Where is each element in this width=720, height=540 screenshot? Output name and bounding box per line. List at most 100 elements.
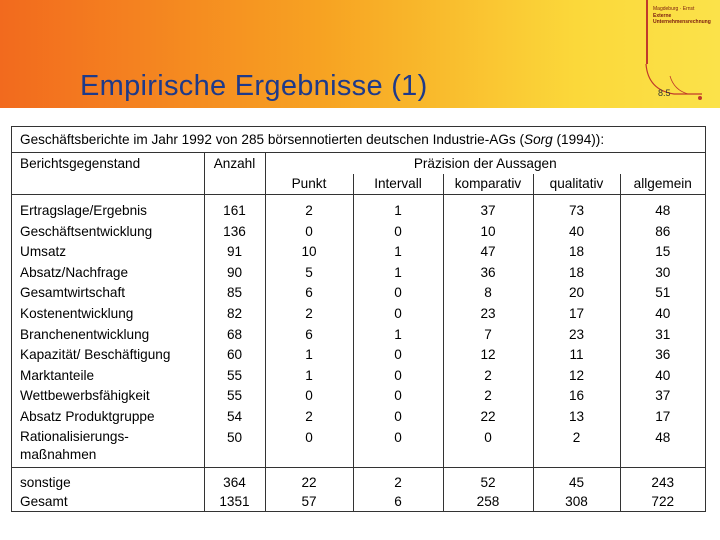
caption-author: Sorg	[524, 132, 553, 147]
header-row-1: Berichtsgegenstand Anzahl Präzision der …	[12, 152, 705, 195]
table-row: Rationalisierungs-maßnahmen 50 0 0 0 2 48	[12, 427, 705, 468]
cell-value: 20	[533, 283, 621, 304]
cell-value: 22	[443, 406, 534, 428]
cell-value: 17	[533, 303, 621, 325]
row-label: Gesamtwirtschaft	[12, 283, 205, 304]
col-header-komparativ: komparativ	[443, 174, 534, 195]
table-row: Ertragslage/Ergebnis 161 2 1 37 73 48	[12, 194, 705, 222]
cell-value: 85	[204, 283, 266, 304]
table-row: Marktanteile 55 1 0 2 12 40	[12, 365, 705, 387]
row-label: Wettbewerbsfähigkeit	[12, 386, 205, 407]
cell-value: 243	[620, 466, 705, 492]
cell-value: 136	[204, 221, 266, 243]
results-table: Geschäftsberichte im Jahr 1992 von 285 b…	[12, 127, 705, 511]
col-header-allgemein: allgemein	[620, 174, 705, 195]
cell-value: 2	[443, 386, 534, 407]
cell-value: 50	[204, 427, 266, 468]
row-label: Geschäftsentwicklung	[12, 221, 205, 243]
table-row: Wettbewerbsfähigkeit 55 0 0 2 16 37	[12, 386, 705, 407]
cell-value: 364	[204, 466, 266, 492]
cell-value: 40	[655, 367, 671, 383]
cell-value: 22	[265, 466, 354, 492]
cell-value: 722	[651, 493, 675, 509]
col-header-intervall: Intervall	[353, 174, 444, 195]
cell-value: 308	[533, 491, 621, 511]
cell-value: 51	[655, 285, 671, 301]
row-label: Marktanteile	[12, 365, 205, 387]
cell-value: 36	[443, 262, 534, 284]
cell-value: 7	[443, 324, 534, 346]
cell-value: 8	[443, 283, 534, 304]
row-label-line-1: Rationalisierungs-	[20, 428, 129, 444]
cell-value: 73	[533, 194, 621, 222]
cell-value: 5	[265, 262, 354, 284]
cell-value: 31	[655, 326, 671, 342]
cell-value: 2	[265, 406, 354, 428]
cell-value: 0	[353, 365, 444, 387]
row-label: Kapazität/ Beschäftigung	[12, 345, 205, 366]
row-label: Rationalisierungs-maßnahmen	[12, 427, 205, 468]
table-row: Absatz Produktgruppe 54 2 0 22 13 17	[12, 406, 705, 428]
cell-value: 68	[204, 324, 266, 346]
row-label-line-2: maßnahmen	[20, 446, 97, 462]
cell-value: 0	[443, 427, 534, 468]
logo-line-2: Externe	[653, 12, 672, 19]
cell-value: 40	[533, 221, 621, 243]
cell-value: 258	[443, 491, 534, 511]
table-row: Gesamtwirtschaft 85 6 0 8 20 51	[12, 283, 705, 304]
cell-value: 55	[204, 365, 266, 387]
cell-value: 0	[353, 406, 444, 428]
row-label: Absatz Produktgruppe	[12, 406, 205, 428]
cell-value: 90	[204, 262, 266, 284]
cell-value: 0	[353, 427, 444, 468]
cell-value: 48	[655, 429, 671, 445]
cell-value: 47	[443, 242, 534, 263]
results-table-box: Geschäftsberichte im Jahr 1992 von 285 b…	[11, 126, 706, 512]
cell-value: 55	[204, 386, 266, 407]
cell-value: 86	[655, 223, 671, 239]
cell-value: 18	[533, 262, 621, 284]
cell-value: 0	[265, 221, 354, 243]
cell-value: 0	[353, 221, 444, 243]
cell-value: 0	[353, 303, 444, 325]
cell-value: 2	[443, 365, 534, 387]
table-row: Gesamt 1351 57 6 258 308 722	[12, 491, 705, 511]
cell-value: 91	[204, 242, 266, 263]
cell-value: 0	[353, 386, 444, 407]
cell-value: 16	[533, 386, 621, 407]
table-row: Branchenentwicklung 68 6 1 7 23 31	[12, 324, 705, 346]
cell-value: 40	[655, 305, 671, 321]
table-row: Absatz/Nachfrage 90 5 1 36 18 30	[12, 262, 705, 284]
cell-value: 6	[353, 491, 444, 511]
cell-value: 57	[265, 491, 354, 511]
cell-value: 6	[265, 324, 354, 346]
university-logo: Magdeburg · Ernst Externe Unternehmensre…	[640, 0, 720, 108]
row-label: Kostenentwicklung	[12, 303, 205, 325]
cell-value: 52	[443, 466, 534, 492]
header-row-2: Punkt Intervall komparativ qualitativ al…	[12, 174, 705, 195]
cell-value: 1	[265, 365, 354, 387]
cell-value: 1	[353, 324, 444, 346]
cell-value: 1	[265, 345, 354, 366]
cell-value: 1	[353, 242, 444, 263]
slide-title: Empirische Ergebnisse (1)	[80, 70, 428, 102]
col-header-subject: Berichtsgegenstand	[12, 152, 205, 195]
cell-value: 48	[655, 203, 671, 218]
table-row: Geschäftsentwicklung 136 0 0 10 40 86	[12, 221, 705, 243]
logo-line-1: Magdeburg · Ernst	[653, 6, 695, 12]
cell-value: 1	[353, 262, 444, 284]
cell-value: 36	[655, 347, 671, 363]
cell-value: 2	[353, 466, 444, 492]
table-caption-row: Geschäftsberichte im Jahr 1992 von 285 b…	[12, 127, 705, 153]
cell-value: 12	[533, 365, 621, 387]
cell-value: 161	[204, 194, 266, 222]
cell-value: 10	[443, 221, 534, 243]
logo-text: Magdeburg · Ernst Externe Unternehmensre…	[653, 6, 719, 26]
cell-value: 82	[204, 303, 266, 325]
cell-value: 0	[265, 386, 354, 407]
table-caption: Geschäftsberichte im Jahr 1992 von 285 b…	[12, 127, 705, 153]
cell-value: 13	[533, 406, 621, 428]
cell-value: 0	[265, 427, 354, 468]
cell-value: 45	[533, 466, 621, 492]
cell-value: 17	[655, 408, 671, 424]
